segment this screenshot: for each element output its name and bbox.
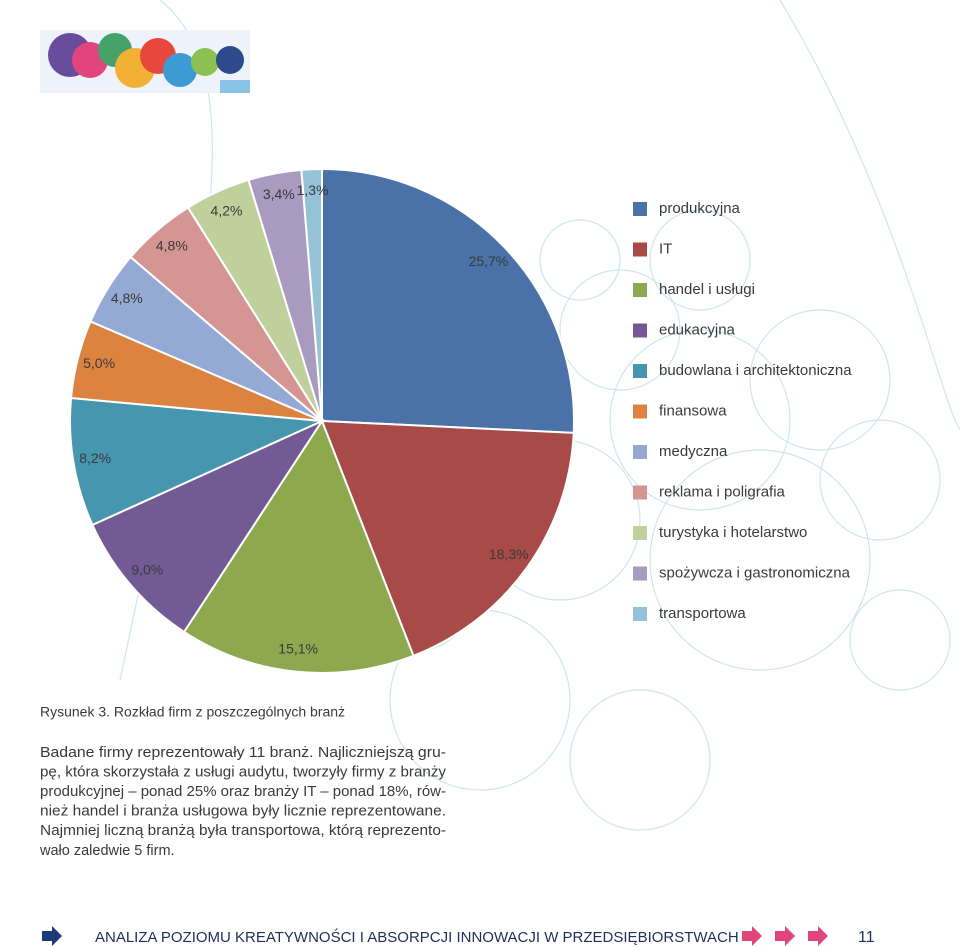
legend-swatch — [633, 607, 647, 621]
body-line: produkcyjnej – ponad 25% oraz branży IT … — [40, 784, 446, 800]
slice-label: 8,2% — [79, 450, 111, 466]
pie-slice — [300, 167, 323, 422]
body-text: Badane firmy reprezentowały 11 branż. Na… — [39, 745, 447, 859]
legend-label: handel i usługi — [659, 281, 755, 298]
legend-swatch — [633, 202, 647, 216]
slice-label: 4,2% — [211, 202, 243, 218]
body-line: pę, która skorzystała z usługi audytu, t… — [40, 764, 447, 780]
pie-chart: 25,7% 18,3% 15,1% 9,0% 8,2% 5,0% 4,8% 4,8% 4,2% 3… — [69, 167, 575, 674]
legend-label: medyczna — [659, 443, 728, 460]
legend-label: turystyka i hotelarstwo — [659, 524, 807, 541]
legend-swatch — [633, 485, 647, 500]
pie-slice — [182, 418, 415, 674]
legend-swatch — [633, 283, 647, 297]
slice-label: 25,7% — [469, 253, 509, 269]
slice-label: 18,3% — [489, 546, 529, 562]
pie-slice — [69, 396, 326, 527]
footer-title: ANALIZA POZIOMU KREATYWNOŚCI I ABSORPCJI… — [95, 928, 739, 946]
slice-label: 9,0% — [131, 561, 163, 577]
slice-label: 4,8% — [111, 290, 143, 306]
slice-label: 5,0% — [83, 355, 115, 371]
legend-label: transportowa — [659, 605, 746, 622]
legend-swatch — [633, 526, 647, 540]
figure-caption: Rysunek 3. Rozkład firm z poszczególnych… — [40, 704, 345, 720]
legend-swatch — [633, 323, 647, 338]
legend-label: produkcyjna — [659, 200, 741, 217]
body-line: nież handel i branża usługowa były liczn… — [40, 804, 446, 820]
slice-label: 1,3% — [297, 182, 329, 198]
page-number: 11 — [858, 929, 875, 946]
legend-swatch — [633, 445, 647, 459]
legend: produkcyjna IT handel i usługi edukacyjna bu… — [633, 200, 852, 622]
legend-swatch — [633, 242, 647, 257]
legend-label: reklama i poligrafia — [659, 483, 786, 500]
legend-label: edukacyjna — [659, 321, 736, 338]
body-line: Badane firmy reprezentowały 11 branż. Na… — [40, 745, 446, 761]
legend-swatch — [633, 404, 647, 419]
legend-label: spożywcza i gastronomiczna — [659, 564, 851, 581]
pie-slice — [320, 419, 575, 658]
footer-arrow — [42, 926, 62, 946]
slice-label: 4,8% — [156, 237, 188, 253]
pie-slice — [321, 167, 575, 434]
footer: ANALIZA POZIOMU KREATYWNOŚCI I ABSORPCJI… — [42, 926, 875, 946]
legend-label: finansowa — [659, 402, 727, 419]
legend-swatch — [633, 566, 647, 581]
body-line: wało zaledwie 5 firm. — [39, 843, 175, 859]
slice-label: 15,1% — [278, 640, 318, 656]
legend-swatch — [633, 364, 647, 378]
legend-label: budowlana i architektoniczna — [659, 362, 852, 379]
header-logo — [40, 30, 250, 93]
slice-label: 3,4% — [263, 186, 295, 202]
legend-label: IT — [659, 240, 672, 257]
body-line: Najmniej liczną branżą była transportowa… — [40, 823, 446, 839]
pie-slice — [91, 418, 325, 634]
footer-arrows — [742, 926, 828, 946]
